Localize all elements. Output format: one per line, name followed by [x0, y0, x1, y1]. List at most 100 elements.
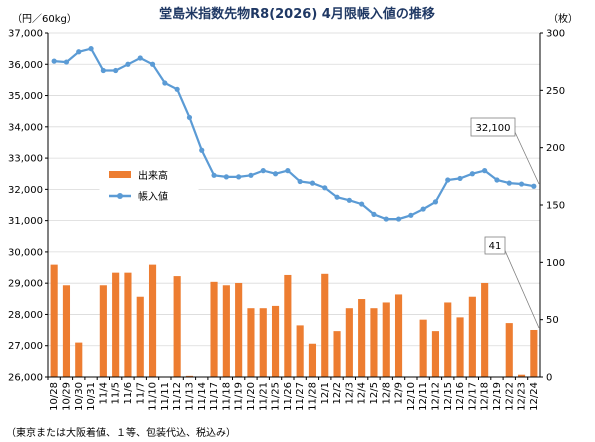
volume-bar	[284, 274, 292, 377]
price-point	[359, 201, 365, 207]
price-point	[137, 55, 143, 61]
left-tick-label: 29,000	[8, 279, 43, 290]
x-tick-label: 11/19	[234, 382, 245, 411]
volume-bar	[394, 294, 403, 377]
price-point	[371, 211, 377, 217]
x-tick-label: 12/9	[394, 382, 405, 404]
price-point	[285, 168, 291, 174]
right-tick-label: 0	[546, 373, 552, 384]
x-tick-label: 12/4	[357, 382, 368, 404]
left-axis-ticks: 26,000 27,000 28,000 29,000 30,000 31,000 32,0…	[8, 29, 48, 384]
left-tick-label: 31,000	[8, 216, 43, 227]
right-tick-label: 50	[546, 315, 559, 326]
price-point	[445, 177, 451, 183]
legend-box	[99, 162, 199, 207]
legend-swatch-marker	[117, 193, 123, 199]
legend-label-volume: 出来高	[138, 169, 168, 182]
volume-bar	[431, 331, 440, 377]
x-tick-label: 12/16	[455, 382, 466, 411]
legend-label-price: 帳入値	[138, 190, 168, 203]
price-callout-leader	[513, 129, 540, 185]
x-tick-label: 11/17	[209, 382, 220, 411]
price-point	[51, 58, 57, 64]
x-tick-label: 11/20	[246, 382, 257, 411]
x-tick-label: 11/14	[197, 382, 208, 411]
x-tick-label: 10/31	[86, 382, 97, 411]
x-tick-label: 11/12	[172, 382, 183, 411]
price-point	[63, 59, 70, 65]
price-line	[54, 47, 535, 221]
x-tick-label: 11/4	[98, 382, 109, 404]
volume-bar	[247, 308, 255, 377]
x-tick-label: 10/30	[74, 382, 85, 411]
right-tick-label: 300	[546, 29, 565, 40]
price-point	[346, 197, 352, 203]
volume-bar	[456, 317, 464, 377]
volume-callout-leader	[502, 245, 540, 329]
legend-swatch-bar	[109, 171, 131, 178]
price-point	[211, 172, 217, 178]
x-tick-label: 12/18	[480, 382, 491, 411]
volume-bar	[444, 302, 452, 377]
volume-bar	[468, 296, 476, 377]
footnote: （東京または大阪着値、１等、包装代込、税込み）	[6, 426, 236, 439]
x-tick-label: 11/28	[307, 382, 318, 411]
x-tick-label: 12/10	[406, 382, 417, 411]
left-tick-label: 35,000	[8, 91, 43, 102]
price-point	[494, 177, 500, 183]
volume-bar	[505, 323, 513, 377]
volume-bar	[222, 285, 230, 377]
left-tick-label: 27,000	[8, 341, 43, 352]
left-axis-unit: （円／60kg）	[12, 13, 77, 25]
volume-bar	[419, 319, 427, 377]
legend: 出来高 帳入値	[99, 162, 199, 207]
price-point	[518, 181, 525, 187]
price-point	[272, 171, 279, 177]
price-callout-label: 32,100	[476, 123, 511, 134]
x-tick-label: 10/29	[61, 382, 72, 411]
volume-bar	[99, 285, 107, 377]
volume-bar	[259, 308, 267, 377]
price-point	[236, 174, 242, 180]
volume-bar	[345, 308, 353, 377]
right-tick-label: 100	[546, 258, 565, 269]
x-tick-label: 12/1	[320, 382, 331, 404]
price-point	[420, 206, 426, 212]
x-tick-label: 12/12	[430, 382, 441, 411]
volume-bar	[358, 299, 366, 377]
volume-bar	[296, 325, 304, 377]
price-point	[309, 180, 316, 186]
volume-bar	[333, 331, 341, 377]
left-tick-label: 33,000	[8, 154, 43, 165]
price-point	[76, 49, 82, 55]
left-tick-label: 37,000	[8, 29, 43, 40]
price-point	[260, 168, 266, 174]
price-point	[125, 61, 131, 67]
left-tick-label: 28,000	[8, 310, 43, 321]
price-point	[408, 212, 414, 218]
left-tick-label: 34,000	[8, 122, 43, 133]
x-tick-label: 12/23	[517, 382, 528, 411]
right-tick-label: 150	[546, 201, 565, 212]
x-tick-label: 12/15	[443, 382, 454, 411]
price-point	[383, 216, 389, 222]
x-tick-label: 12/22	[504, 382, 515, 411]
right-axis-ticks: 0 50 100 150 200 250 300	[540, 29, 565, 384]
left-tick-label: 30,000	[8, 247, 43, 258]
x-tick-label: 11/13	[184, 382, 195, 411]
chart-title: 堂島米指数先物R8(2026) 4月限帳入値の推移	[159, 6, 435, 22]
price-point	[162, 80, 168, 86]
left-tick-label: 32,000	[8, 185, 43, 196]
volume-bar	[62, 285, 71, 377]
right-tick-label: 200	[546, 143, 565, 154]
volume-bar	[235, 282, 243, 377]
price-point	[334, 194, 340, 200]
left-tick-label: 26,000	[8, 373, 43, 384]
right-axis-unit: （枚）	[548, 12, 578, 25]
price-point	[186, 114, 193, 121]
line-series	[51, 46, 537, 222]
price-point	[322, 185, 328, 191]
price-point	[113, 67, 119, 74]
right-tick-label: 250	[546, 86, 565, 97]
